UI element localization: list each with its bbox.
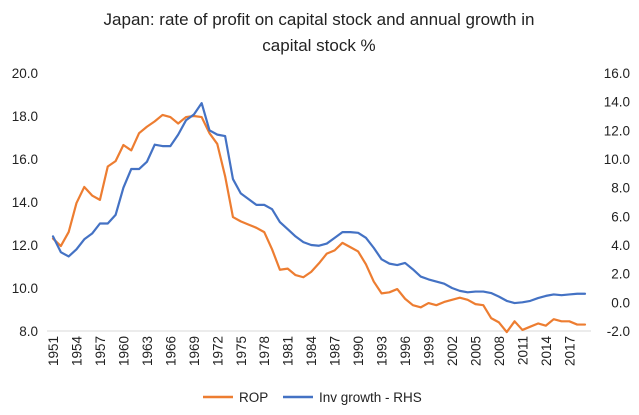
x-tick-label: 1951 — [46, 336, 61, 366]
right-tick-label: 6.0 — [611, 209, 630, 224]
x-tick-label: 2011 — [515, 336, 530, 365]
x-tick-label: 2008 — [492, 336, 507, 366]
x-tick-label: 2014 — [539, 336, 554, 367]
left-axis-ticks: 20.0 18.0 16.0 14.0 12.0 10.0 8.0 — [12, 66, 38, 339]
left-tick-label: 14.0 — [12, 195, 38, 210]
left-tick-label: 12.0 — [12, 238, 38, 253]
right-tick-label: -2.0 — [607, 324, 630, 339]
x-tick-label: 1972 — [210, 336, 225, 366]
series-line-inv-growth — [51, 101, 587, 305]
x-tick-label: 1969 — [187, 336, 202, 366]
right-axis-ticks: 16.0 14.0 12.0 10.0 8.0 6.0 4.0 2.0 0.0 -2.0 — [604, 66, 630, 339]
left-tick-label: 20.0 — [12, 66, 38, 81]
x-tick-label: 1966 — [163, 336, 178, 366]
left-tick-label: 8.0 — [19, 324, 38, 339]
x-tick-label: 1963 — [140, 336, 155, 366]
right-tick-label: 12.0 — [604, 123, 630, 138]
left-tick-label: 16.0 — [12, 152, 38, 167]
x-tick-label: 1954 — [69, 336, 84, 367]
x-tick-label: 2017 — [562, 336, 577, 366]
x-tick-label: 1999 — [422, 336, 437, 366]
right-tick-label: 16.0 — [604, 66, 630, 81]
right-tick-label: 2.0 — [611, 267, 630, 282]
x-tick-label: 1984 — [304, 336, 319, 367]
x-tick-label: 1978 — [257, 336, 272, 366]
legend: ROP Inv growth - RHS — [203, 390, 422, 405]
chart-title-line-2: capital stock % — [262, 36, 375, 55]
left-tick-label: 18.0 — [12, 109, 38, 124]
series-lines — [51, 101, 587, 334]
x-tick-label: 2005 — [468, 336, 483, 366]
series-line-rop — [51, 113, 587, 334]
right-tick-label: 8.0 — [611, 181, 630, 196]
x-tick-label: 1981 — [281, 336, 296, 366]
chart-title-line-1: Japan: rate of profit on capital stock a… — [104, 10, 535, 29]
right-tick-label: 14.0 — [604, 95, 630, 110]
x-tick-label: 1993 — [375, 336, 390, 366]
x-tick-label: 1996 — [398, 336, 413, 366]
x-tick-label: 1960 — [116, 336, 131, 366]
x-tick-label: 2002 — [445, 336, 460, 366]
right-tick-label: 0.0 — [611, 295, 630, 310]
right-tick-label: 10.0 — [604, 152, 630, 167]
x-tick-label: 1990 — [351, 336, 366, 366]
left-tick-label: 10.0 — [12, 281, 38, 296]
x-tick-label: 1987 — [328, 336, 343, 366]
right-tick-label: 4.0 — [611, 238, 630, 253]
x-tick-label: 1957 — [93, 336, 108, 366]
legend-label-rop: ROP — [239, 390, 268, 405]
x-axis-ticks: 1951 1954 1957 1960 1963 1966 1969 1972 1975 1978… — [46, 336, 577, 367]
x-tick-label: 1975 — [234, 336, 249, 366]
legend-label-inv-growth: Inv growth - RHS — [319, 390, 422, 405]
